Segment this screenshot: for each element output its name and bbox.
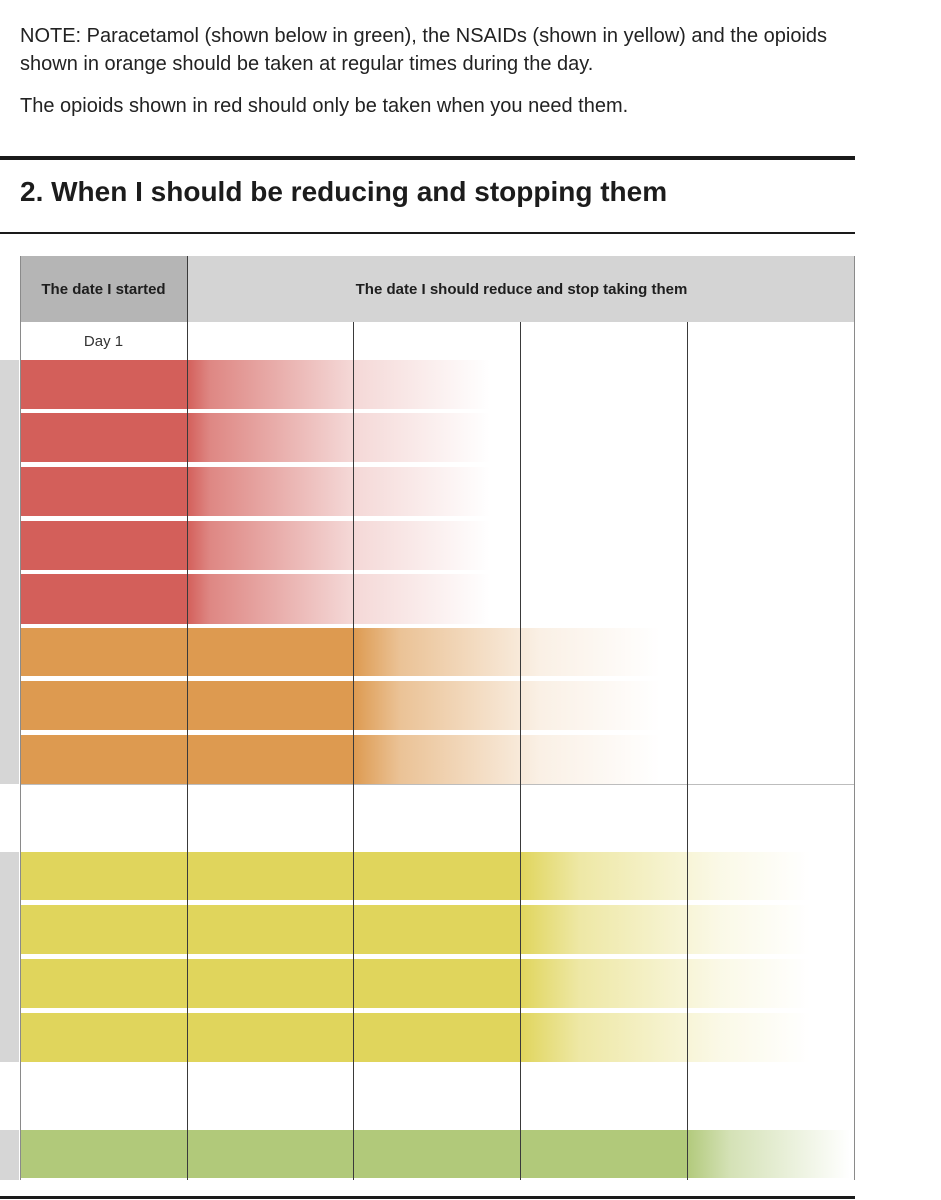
edge-tab-paracetamol bbox=[0, 1130, 19, 1180]
table-row-yellow-4[interactable] bbox=[20, 1013, 855, 1062]
table-row-yellow-2[interactable] bbox=[20, 905, 855, 954]
table-row-red-1[interactable] bbox=[20, 360, 855, 409]
section-rule-bottom bbox=[0, 232, 855, 234]
reduction-table: The date I started The date I should red… bbox=[0, 256, 855, 1180]
table-row-orange-1[interactable] bbox=[20, 628, 855, 676]
table-row-orange-3[interactable] bbox=[20, 735, 855, 784]
section-rule-top bbox=[0, 156, 855, 160]
table-row-red-2[interactable] bbox=[20, 413, 855, 462]
edge-tab-opioids bbox=[0, 360, 19, 784]
note-line-2: The opioids shown in red should only be … bbox=[20, 95, 629, 117]
grid-line-left bbox=[20, 256, 21, 1180]
grid-line-col-1 bbox=[187, 256, 188, 1180]
table-row-orange-2[interactable] bbox=[20, 681, 855, 730]
edge-tab-nsaids bbox=[0, 852, 19, 1062]
note-text: NOTE: Paracetamol (shown below in green)… bbox=[20, 22, 860, 134]
table-row-yellow-1[interactable] bbox=[20, 852, 855, 900]
grid-line-col-3 bbox=[520, 322, 521, 1180]
row-divider-empty bbox=[20, 784, 855, 785]
table-row-red-3[interactable] bbox=[20, 467, 855, 516]
header-date-started: The date I started bbox=[20, 256, 187, 322]
table-row-green-1[interactable] bbox=[20, 1130, 855, 1178]
grid-line-col-4 bbox=[687, 322, 688, 1180]
grid-line-col-2 bbox=[353, 322, 354, 1180]
table-row-yellow-3[interactable] bbox=[20, 959, 855, 1008]
grid-line-right bbox=[854, 256, 855, 1180]
section-title: 2. When I should be reducing and stoppin… bbox=[20, 176, 668, 207]
note-line-1: NOTE: Paracetamol (shown below in green)… bbox=[20, 25, 828, 75]
header-date-reduce: The date I should reduce and stop taking… bbox=[188, 256, 855, 322]
table-row-red-4[interactable] bbox=[20, 521, 855, 570]
day-1-cell: Day 1 bbox=[83, 332, 124, 350]
table-row-red-5[interactable] bbox=[20, 574, 855, 624]
page-rule-bottom bbox=[0, 1196, 855, 1199]
